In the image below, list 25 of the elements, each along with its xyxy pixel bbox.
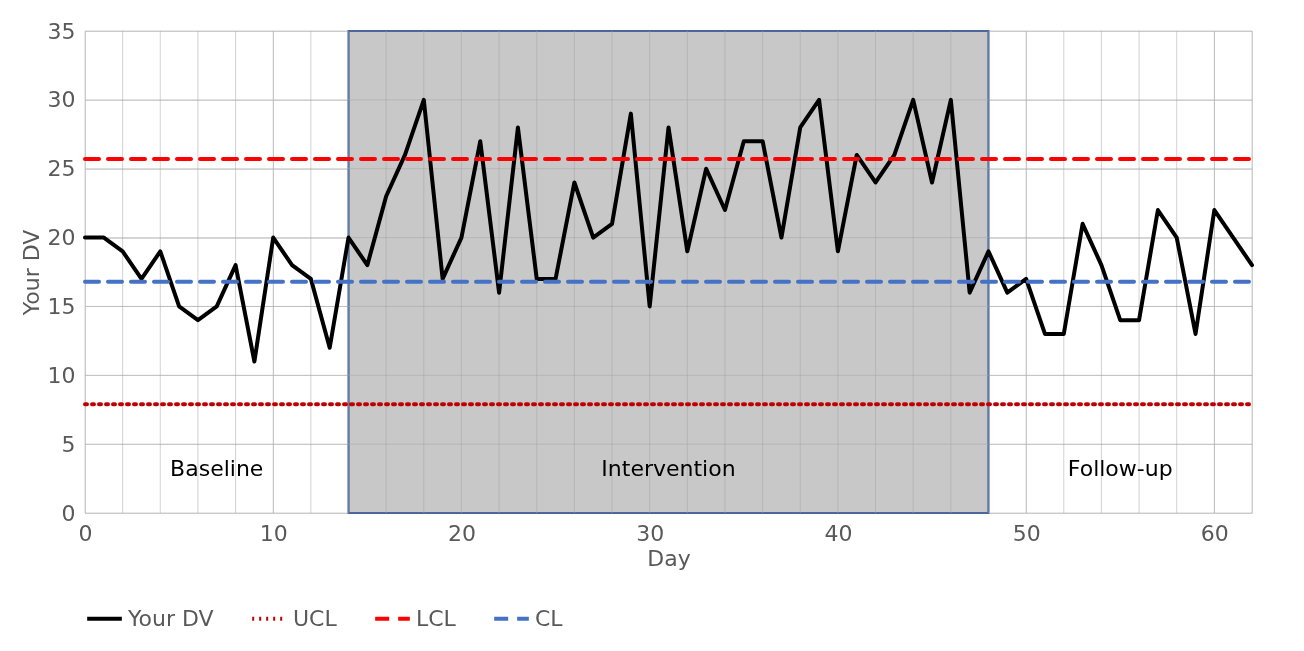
y-tick-label: 30 xyxy=(47,87,76,113)
y-tick-label: 15 xyxy=(47,293,76,319)
x-tick-label: 20 xyxy=(447,520,476,546)
x-axis-title: Day xyxy=(647,545,691,571)
annotation: Baseline xyxy=(170,456,264,481)
x-tick-label: 40 xyxy=(824,520,853,546)
x-tick-label: 10 xyxy=(259,520,288,546)
y-tick-label: 25 xyxy=(47,156,76,182)
y-tick-label: 10 xyxy=(47,362,76,388)
legend-label: UCL xyxy=(293,605,338,631)
annotation: Follow-up xyxy=(1067,456,1173,481)
x-tick-label: 60 xyxy=(1200,520,1229,546)
legend-label: Your DV xyxy=(127,605,214,631)
x-tick-label: 50 xyxy=(1012,520,1041,546)
band-label: Intervention xyxy=(601,456,736,481)
y-tick-label: 35 xyxy=(47,18,76,44)
y-tick-label: 0 xyxy=(61,500,76,526)
x-tick-label: 0 xyxy=(78,520,93,546)
legend-label: CL xyxy=(535,605,564,631)
y-tick-label: 5 xyxy=(61,431,76,457)
legend-label: LCL xyxy=(416,605,457,631)
line-series xyxy=(83,97,1254,364)
y-axis-title: Your DV xyxy=(18,229,44,317)
y-tick-label: 20 xyxy=(47,225,76,251)
x-tick-label: 30 xyxy=(636,520,665,546)
